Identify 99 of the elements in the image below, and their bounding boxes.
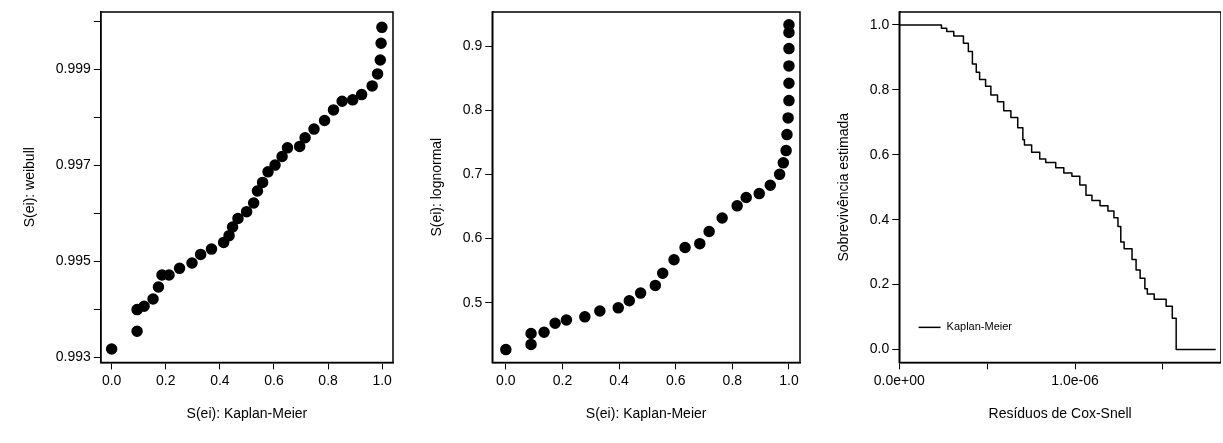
y-tick-label: 0.4 bbox=[869, 210, 890, 227]
x-tick-label: 1.0 bbox=[779, 371, 799, 388]
y-tick-label: 0.7 bbox=[462, 165, 483, 182]
point bbox=[318, 114, 331, 127]
point bbox=[355, 88, 368, 101]
point bbox=[594, 305, 606, 317]
x-tick-label: 1.0 bbox=[372, 371, 393, 388]
x-axis-title: Resíduos de Cox-Snell bbox=[988, 405, 1132, 422]
x-tick-label: 0.0 bbox=[101, 371, 122, 388]
y-axis-title: S(ei): weibull bbox=[21, 147, 38, 228]
point bbox=[703, 225, 715, 238]
point bbox=[276, 150, 288, 163]
point bbox=[293, 140, 306, 153]
legend-label: Kaplan-Meier bbox=[946, 320, 1013, 333]
x-tick-label: 0.8 bbox=[318, 371, 339, 388]
point bbox=[232, 212, 244, 225]
point bbox=[579, 311, 591, 323]
x-tick-label: 1.0e-06 bbox=[1051, 371, 1100, 388]
point bbox=[226, 221, 239, 233]
y-axis-title: S(ei): lognormal bbox=[428, 137, 445, 237]
point bbox=[251, 185, 264, 197]
y-tick-label: 0.8 bbox=[462, 101, 483, 118]
point bbox=[374, 54, 387, 66]
point bbox=[649, 279, 662, 292]
y-axis-title: Sobrevivência estimada bbox=[835, 112, 852, 262]
point bbox=[194, 248, 207, 261]
point bbox=[782, 112, 794, 124]
point bbox=[783, 60, 795, 72]
point bbox=[783, 94, 795, 107]
point bbox=[346, 94, 359, 106]
point bbox=[138, 300, 150, 312]
point bbox=[634, 287, 647, 299]
y-tick-label: 0.995 bbox=[55, 252, 92, 269]
x-tick-label: 0.6 bbox=[264, 371, 284, 388]
point bbox=[694, 237, 706, 250]
point bbox=[269, 159, 281, 171]
point bbox=[500, 343, 512, 356]
point bbox=[656, 267, 669, 279]
point bbox=[525, 338, 537, 351]
x-axis-title: S(ei): Kaplan-Meier bbox=[585, 405, 707, 422]
y-tick-label: 0.5 bbox=[462, 293, 483, 310]
point bbox=[299, 132, 311, 144]
y-tick-label: 0.6 bbox=[462, 229, 483, 246]
point bbox=[716, 212, 728, 224]
point bbox=[105, 343, 118, 355]
point bbox=[256, 176, 269, 189]
point bbox=[327, 104, 340, 116]
point bbox=[152, 281, 165, 293]
point bbox=[525, 327, 537, 340]
point bbox=[780, 144, 792, 157]
x-tick-label: 0.6 bbox=[665, 371, 686, 388]
point bbox=[205, 243, 218, 255]
y-tick-label: 0.0 bbox=[869, 340, 890, 357]
x-tick-label: 0.4 bbox=[609, 371, 630, 388]
point bbox=[186, 257, 198, 269]
x-tick-label: 0.4 bbox=[210, 371, 230, 388]
point bbox=[777, 157, 790, 169]
point bbox=[764, 179, 777, 192]
x-tick-label: 0.2 bbox=[552, 371, 573, 388]
point bbox=[147, 293, 159, 305]
point bbox=[371, 68, 384, 80]
point bbox=[560, 314, 573, 326]
point bbox=[668, 253, 680, 266]
x-tick-label: 0.0e+00 bbox=[873, 371, 925, 388]
y-tick-label: 0.999 bbox=[55, 60, 92, 77]
point bbox=[376, 21, 388, 34]
y-tick-label: 0.997 bbox=[55, 156, 92, 173]
point bbox=[538, 326, 550, 338]
point bbox=[731, 200, 743, 212]
point bbox=[753, 187, 765, 200]
y-tick-label: 0.8 bbox=[869, 80, 890, 97]
x-tick-label: 0.0 bbox=[496, 371, 516, 388]
point bbox=[623, 295, 636, 307]
point bbox=[281, 142, 294, 154]
point bbox=[773, 168, 786, 181]
y-tick-label: 0.6 bbox=[869, 145, 890, 162]
y-tick-label: 0.993 bbox=[55, 348, 92, 365]
point bbox=[131, 325, 143, 337]
point bbox=[308, 123, 320, 135]
x-tick-label: 0.8 bbox=[722, 371, 743, 388]
point bbox=[781, 128, 793, 141]
point bbox=[783, 77, 795, 89]
y-tick-label: 1.0 bbox=[869, 15, 890, 32]
point bbox=[375, 37, 387, 49]
point bbox=[173, 262, 186, 275]
point bbox=[247, 197, 260, 209]
x-tick-label: 0.2 bbox=[156, 371, 176, 388]
y-tick-label: 0.2 bbox=[869, 275, 890, 292]
point bbox=[366, 80, 378, 92]
point bbox=[262, 166, 274, 178]
point bbox=[612, 302, 624, 314]
point bbox=[679, 241, 691, 254]
point bbox=[336, 95, 348, 108]
point bbox=[740, 191, 752, 204]
point bbox=[240, 205, 253, 218]
y-tick-label: 0.9 bbox=[462, 36, 483, 53]
point bbox=[549, 317, 561, 329]
x-axis-title: S(ei): Kaplan-Meier bbox=[186, 405, 308, 422]
point bbox=[783, 42, 795, 55]
